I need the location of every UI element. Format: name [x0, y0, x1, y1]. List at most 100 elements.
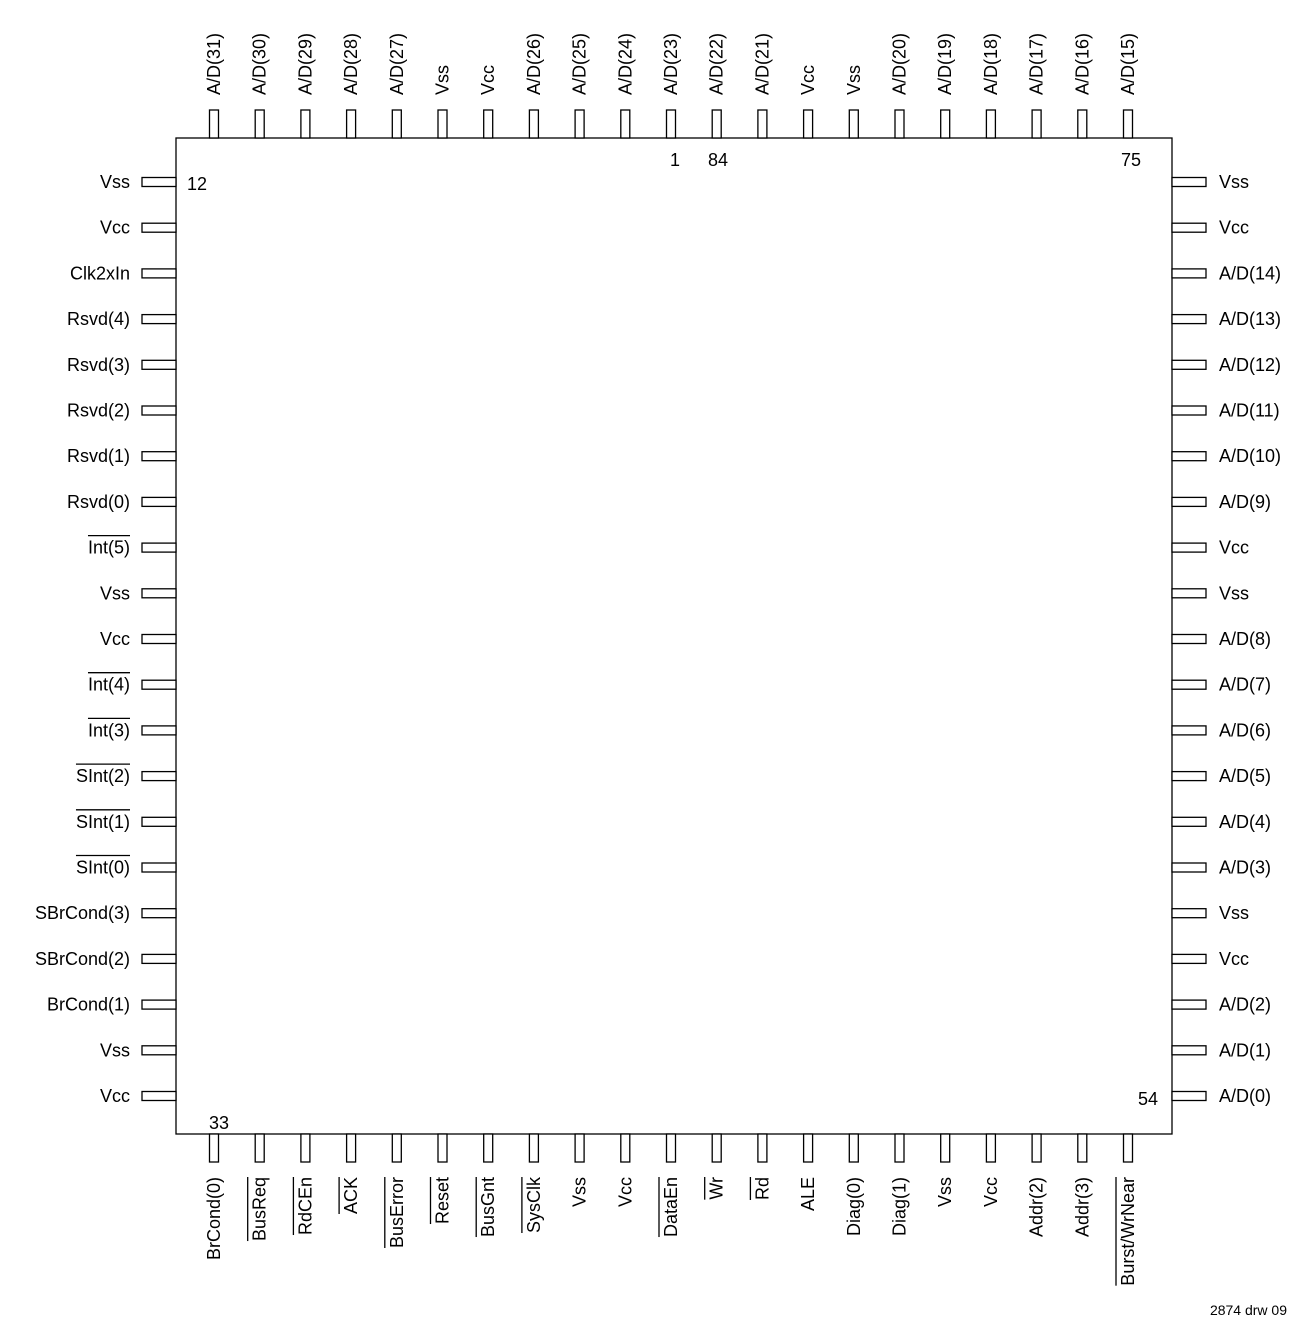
pin-label-right-a-d-6: A/D(6)	[1219, 720, 1271, 740]
pin-label-bottom-ale: ALE	[798, 1177, 818, 1211]
pin-label-top-a-d-24: A/D(24)	[615, 33, 635, 95]
pin-label-left-rsvd-3: Rsvd(3)	[67, 355, 130, 375]
pin-label-left-vcc: Vcc	[100, 1086, 130, 1106]
pin-lead-top-13	[757, 109, 768, 139]
pin-label-right-a-d-11: A/D(11)	[1219, 401, 1280, 421]
pin-lead-right-11	[1171, 633, 1207, 645]
pin-label-left-sint-1: SInt(1)	[76, 812, 130, 832]
pin-label-left-int-3: Int(3)	[88, 720, 130, 740]
pin-label-bottom-busreq: BusReq	[250, 1177, 270, 1241]
pin-label-top-vss: Vss	[433, 65, 453, 95]
pin-label-left-rsvd-4: Rsvd(4)	[67, 309, 130, 329]
pin-label-bottom-burst-wrnear: Burst/WrNear	[1118, 1177, 1138, 1286]
pin-label-bottom-wr: Wr	[707, 1177, 727, 1200]
pin-lead-right-20	[1171, 1045, 1207, 1056]
pin-label-right-vcc: Vcc	[1219, 218, 1249, 238]
pin-lead-right-16	[1171, 862, 1207, 873]
drawing-reference: 2874 drw 09	[1210, 1302, 1287, 1318]
pin-label-right-vss: Vss	[1219, 172, 1249, 192]
pin-label-top-a-d-20: A/D(20)	[890, 33, 910, 95]
pin-label-right-a-d-12: A/D(12)	[1219, 355, 1281, 375]
pin-lead-bottom-14	[802, 1133, 814, 1163]
pin-lead-bottom-20	[1077, 1133, 1088, 1163]
pin-label-left-rsvd-2: Rsvd(2)	[67, 401, 130, 421]
pin-label-right-vcc: Vcc	[1219, 949, 1249, 969]
pin-lead-left-2	[141, 222, 177, 233]
pin-lead-left-15	[141, 816, 177, 827]
pin-label-left-int-5: Int(5)	[88, 538, 130, 558]
pins-bottom: BrCond(0) BusReq RdCEn ACK BusError Reset BusG…	[204, 1133, 1138, 1286]
pin-label-top-a-d-27: A/D(27)	[387, 33, 407, 95]
pin-lead-right-5	[1171, 359, 1207, 370]
pin-lead-top-11	[665, 109, 677, 139]
pin-lead-left-7	[141, 451, 177, 462]
pin-lead-bottom-15	[848, 1133, 859, 1163]
pin-label-right-a-d-8: A/D(8)	[1219, 629, 1271, 649]
pin-label-right-a-d-4: A/D(4)	[1219, 812, 1271, 832]
pin-label-top-vcc: Vcc	[798, 65, 818, 95]
pin-lead-left-6	[141, 405, 177, 416]
pin-lead-top-17	[940, 109, 951, 139]
pin-label-left-sint-0: SInt(0)	[76, 858, 130, 878]
pin-lead-top-15	[848, 109, 859, 139]
pin-lead-right-6	[1171, 405, 1207, 416]
pin-lead-right-15	[1171, 816, 1207, 827]
pin-label-right-a-d-2: A/D(2)	[1219, 995, 1271, 1015]
pin-label-left-sint-2: SInt(2)	[76, 766, 130, 786]
pin-lead-right-9	[1171, 542, 1207, 553]
pin-lead-right-19	[1171, 999, 1207, 1010]
pin-lead-top-3	[300, 109, 311, 139]
pin-label-bottom-vcc: Vcc	[615, 1177, 635, 1207]
pin-lead-left-5	[141, 359, 177, 370]
pin-label-bottom-ack: ACK	[341, 1177, 361, 1214]
pin-lead-left-11	[141, 633, 177, 645]
pin-label-top-a-d-16: A/D(16)	[1072, 33, 1092, 95]
pin-label-right-a-d-14: A/D(14)	[1219, 263, 1281, 283]
pin-lead-top-19	[1031, 109, 1042, 139]
pin-label-right-vcc: Vcc	[1219, 538, 1249, 558]
pin-label-bottom-busgnt: BusGnt	[478, 1177, 498, 1237]
pins-left: Vss Vcc Clk2xIn Rsvd(4) Rsvd(3) Rsvd(2) Rsvd(1…	[35, 172, 177, 1106]
pin-label-top-a-d-18: A/D(18)	[981, 33, 1001, 95]
pin-label-top-a-d-30: A/D(30)	[250, 33, 270, 95]
pin-lead-bottom-8	[528, 1133, 540, 1163]
pin-label-left-brcond-1: BrCond(1)	[47, 995, 130, 1015]
pin-label-bottom-vcc: Vcc	[981, 1177, 1001, 1207]
pin-lead-top-20	[1077, 109, 1088, 139]
pin-lead-bottom-9	[574, 1133, 585, 1163]
pin-lead-left-4	[141, 313, 177, 325]
pin-number-75: 75	[1121, 150, 1141, 170]
pin-number-33: 33	[209, 1113, 229, 1133]
pin-number-1: 1	[670, 150, 680, 170]
pin-label-right-a-d-0: A/D(0)	[1219, 1086, 1271, 1106]
pin-label-top-a-d-23: A/D(23)	[661, 33, 681, 95]
pin-lead-bottom-5	[391, 1133, 402, 1163]
pin-label-top-vss: Vss	[844, 65, 864, 95]
pin-label-top-a-d-22: A/D(22)	[707, 33, 727, 95]
pin-lead-top-14	[802, 109, 814, 139]
pin-lead-left-8	[141, 496, 177, 508]
pin-lead-bottom-1	[208, 1133, 220, 1163]
pin-label-bottom-diag-1: Diag(1)	[890, 1177, 910, 1236]
pin-label-left-rsvd-1: Rsvd(1)	[67, 446, 130, 466]
pin-label-bottom-addr-3: Addr(3)	[1072, 1177, 1092, 1237]
pin-label-top-a-d-31: A/D(31)	[204, 33, 224, 95]
pin-label-left-vss: Vss	[100, 172, 130, 192]
pin-label-top-a-d-21: A/D(21)	[752, 33, 772, 95]
pin-label-top-a-d-29: A/D(29)	[295, 33, 315, 95]
pin-lead-left-13	[141, 725, 177, 736]
pin-lead-bottom-21	[1122, 1133, 1134, 1163]
pin-lead-right-13	[1171, 725, 1207, 736]
pin-label-left-sbrcond-2: SBrCond(2)	[35, 949, 130, 969]
pin-lead-right-17	[1171, 908, 1207, 919]
pin-number-54: 54	[1138, 1089, 1158, 1109]
pin-label-bottom-dataen: DataEn	[661, 1177, 681, 1237]
pin-lead-right-21	[1171, 1090, 1207, 1102]
pin-label-right-a-d-5: A/D(5)	[1219, 766, 1271, 786]
pin-lead-right-1	[1171, 176, 1207, 188]
pin-label-bottom-sysclk: SysClk	[524, 1176, 544, 1233]
pin-lead-bottom-2	[254, 1133, 265, 1163]
pin-lead-left-3	[141, 268, 177, 279]
pin-lead-bottom-4	[345, 1133, 357, 1163]
